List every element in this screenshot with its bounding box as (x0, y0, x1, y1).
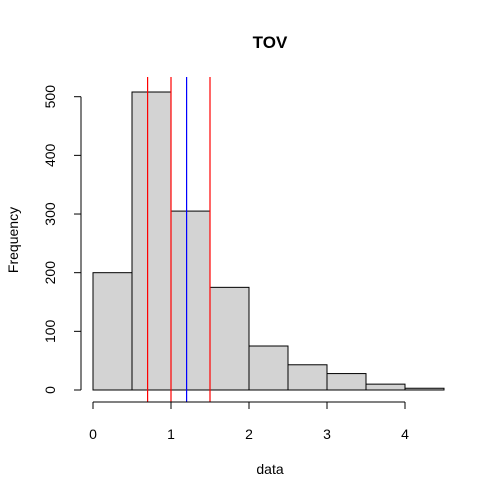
y-tick-label: 300 (42, 202, 58, 226)
histogram-bar (132, 92, 171, 390)
bars-group (93, 92, 444, 390)
x-tick-label: 0 (89, 426, 97, 442)
histogram-bar (210, 287, 249, 390)
y-tick-label: 200 (42, 261, 58, 285)
histogram-bar (327, 374, 366, 390)
x-tick-label: 2 (245, 426, 253, 442)
histogram-bar (288, 365, 327, 390)
y-axis-title: Frequency (5, 207, 21, 273)
x-axis: 0 1 2 3 4 (89, 402, 409, 442)
y-axis: 0 100 200 300 400 500 (42, 85, 81, 394)
y-tick-label: 400 (42, 143, 58, 167)
histogram-bar (249, 346, 288, 390)
x-tick-label: 3 (323, 426, 331, 442)
histogram-bar (366, 384, 405, 390)
x-tick-label: 4 (401, 426, 409, 442)
histogram-bar (171, 211, 210, 390)
histogram-bar (405, 388, 444, 390)
x-axis-title: data (256, 461, 283, 477)
y-tick-label: 100 (42, 319, 58, 343)
y-tick-label: 500 (42, 85, 58, 109)
x-tick-label: 1 (167, 426, 175, 442)
y-tick-label: 0 (42, 386, 58, 394)
histogram-bar (93, 273, 132, 390)
chart-title: TOV (253, 33, 288, 52)
